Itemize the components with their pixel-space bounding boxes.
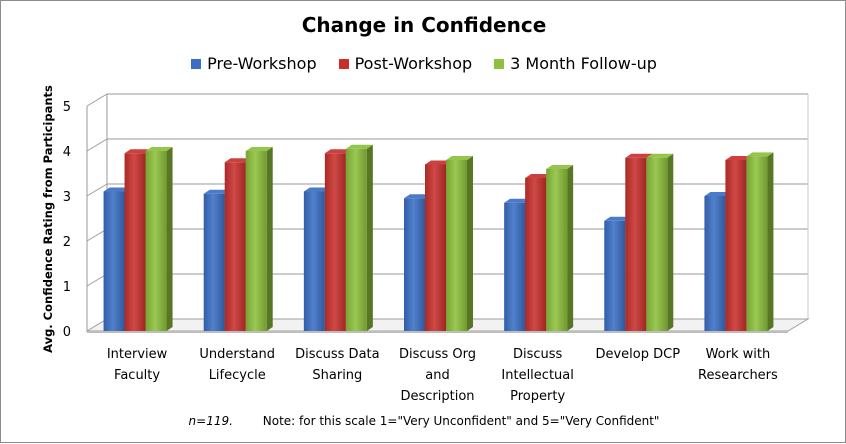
legend-swatch-pre-workshop	[191, 58, 202, 69]
x-tick-label-4-line-0: Discuss	[513, 347, 563, 362]
bar-pre-workshop-1-top	[203, 189, 231, 194]
bar-3-month-follow-up-3	[446, 160, 467, 331]
legend-label-follow-up: 3 Month Follow-up	[510, 54, 657, 73]
x-tick-label-1-line-0: Understand	[199, 347, 275, 362]
y-tick-label-4: 4	[63, 145, 71, 160]
bar-3-month-follow-up-0-top	[145, 147, 173, 151]
bar-pre-workshop-1	[203, 193, 225, 331]
bar-3-month-follow-up-6-side	[767, 152, 774, 331]
bar-post-workshop-1-top	[224, 158, 252, 163]
bar-3-month-follow-up-3-top	[446, 156, 473, 160]
bar-3-month-follow-up-0-side	[166, 147, 173, 331]
legend-swatch-follow-up	[494, 58, 505, 69]
bar-post-workshop-4-top	[525, 174, 553, 178]
bar-pre-workshop-3-top	[404, 194, 431, 199]
x-tick-label-2-line-0: Discuss Data	[295, 347, 380, 362]
bar-post-workshop-4	[525, 178, 547, 331]
legend-item-pre-workshop: Pre-Workshop	[191, 54, 317, 73]
bar-post-workshop-0-top	[124, 149, 152, 154]
gridline-side-4	[86, 138, 108, 152]
bar-post-workshop-6-top	[725, 156, 753, 160]
bar-3-month-follow-up-4-top	[546, 165, 574, 169]
bar-pre-workshop-5-top	[604, 216, 632, 221]
bar-3-month-follow-up-5-top	[646, 153, 674, 158]
bar-3-month-follow-up-1-top	[245, 147, 273, 151]
bar-post-workshop-2	[324, 153, 346, 331]
gridline-side-3	[86, 183, 108, 197]
x-tick-label-3-line-1: and	[425, 368, 449, 383]
x-tick-label-6-line-1: Researchers	[698, 368, 778, 383]
x-tick-label-1-line-1: Lifecycle	[209, 368, 266, 383]
x-tick-label-3-line-0: Discuss Org	[399, 347, 476, 362]
bar-pre-workshop-2	[303, 191, 325, 331]
scale-note: Note: for this scale 1="Very Unconfident…	[262, 414, 660, 428]
bar-3-month-follow-up-1-side	[266, 147, 273, 331]
legend-item-follow-up: 3 Month Follow-up	[494, 54, 657, 73]
bar-3-month-follow-up-0	[145, 151, 167, 331]
chart-title: Change in Confidence	[301, 13, 547, 37]
y-tick-label-5: 5	[63, 100, 71, 115]
legend-item-post-workshop: Post-Workshop	[338, 54, 473, 73]
bar-pre-workshop-4-top	[504, 198, 532, 203]
x-tick-label-5-line-0: Develop DCP	[595, 347, 680, 362]
bar-post-workshop-5-top	[625, 153, 653, 158]
bar-pre-workshop-5	[604, 220, 626, 331]
x-tick-label-4-line-2: Property	[510, 389, 565, 404]
floor-front-edge	[87, 331, 788, 333]
legend: Pre-Workshop Post-Workshop 3 Month Follo…	[1, 54, 846, 73]
bar-3-month-follow-up-5-side	[667, 153, 674, 331]
sample-size-note: n=119.	[188, 414, 233, 428]
x-tick-label-3-line-2: Description	[400, 389, 474, 404]
bar-3-month-follow-up-2-side	[366, 144, 373, 331]
bar-3-month-follow-up-4	[546, 169, 568, 331]
x-tick-label-2-line-1: Sharing	[312, 368, 362, 383]
bar-3-month-follow-up-6-top	[746, 152, 774, 157]
footnote: n=119. Note: for this scale 1="Very Unco…	[1, 414, 846, 428]
bar-post-workshop-1	[224, 162, 246, 331]
y-tick-label-1: 1	[63, 280, 71, 295]
bar-pre-workshop-0-top	[103, 187, 131, 192]
x-tick-label-0-line-0: Interview	[107, 347, 168, 362]
legend-label-pre-workshop: Pre-Workshop	[207, 54, 317, 73]
y-tick-label-0: 0	[63, 325, 71, 340]
gridline-side-5	[86, 93, 108, 107]
bar-3-month-follow-up-2-top	[345, 144, 373, 149]
bar-post-workshop-6	[725, 160, 747, 331]
bar-pre-workshop-4	[504, 202, 526, 331]
bar-pre-workshop-3	[404, 198, 425, 331]
bar-post-workshop-3	[425, 164, 446, 331]
bar-3-month-follow-up-6	[746, 156, 768, 331]
y-tick-label-2: 2	[63, 235, 71, 250]
y-tick-label-3: 3	[63, 190, 71, 205]
bar-post-workshop-3-top	[425, 160, 452, 165]
x-tick-label-0-line-1: Faculty	[114, 368, 160, 383]
bar-3-month-follow-up-3-side	[467, 156, 473, 331]
bar-post-workshop-2-top	[324, 149, 352, 154]
x-tick-label-6-line-0: Work with	[706, 347, 771, 362]
legend-label-post-workshop: Post-Workshop	[354, 54, 473, 73]
bar-3-month-follow-up-2	[345, 148, 367, 331]
bar-post-workshop-5	[625, 157, 647, 331]
x-tick-label-4-line-1: Intellectual	[501, 368, 573, 383]
bar-pre-workshop-6	[704, 196, 726, 331]
bar-3-month-follow-up-4-side	[567, 165, 574, 331]
bar-pre-workshop-0	[103, 191, 125, 331]
bar-post-workshop-0	[124, 153, 146, 331]
legend-swatch-post-workshop	[338, 58, 349, 69]
bar-3-month-follow-up-5	[646, 157, 668, 331]
bar-pre-workshop-2-top	[303, 187, 331, 192]
bar-3-month-follow-up-1	[245, 151, 267, 331]
bar-pre-workshop-6-top	[704, 192, 732, 196]
